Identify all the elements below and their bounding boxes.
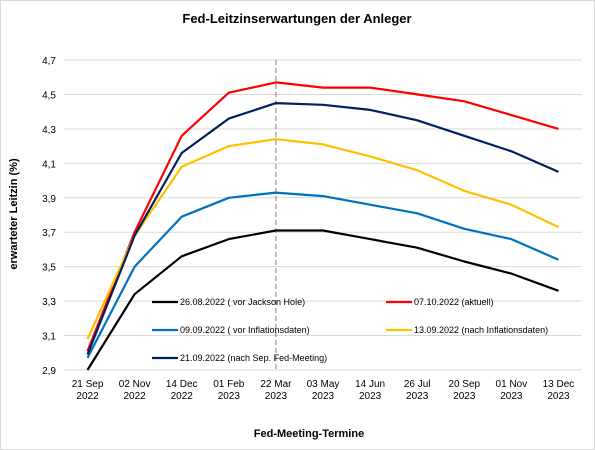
- legend-label: 13.09.2022 (nach Inflationsdaten): [414, 325, 548, 335]
- y-axis-title: erwarteter Leitzin (%): [8, 158, 20, 270]
- x-tick-label: 01 Nov 2023: [496, 379, 528, 402]
- legend: 26.08.2022 ( vor Jackson Hole) 07.10.2022…: [152, 297, 548, 363]
- y-tick-label: 4,1: [42, 159, 56, 170]
- x-tick-labels: 21 Sep 2022 02 Nov 2022 14 Dec 2022 01 Feb 2023…: [72, 379, 575, 402]
- y-tick-label: 3,9: [42, 194, 56, 205]
- y-tick-label: 3,1: [42, 332, 56, 343]
- y-tick-label: 2,9: [42, 366, 56, 377]
- x-tick-label: 26 Jul 2023: [404, 379, 431, 402]
- legend-label: 07.10.2022 (aktuell): [414, 297, 494, 307]
- legend-label: 21.09.2022 (nach Sep. Fed-Meeting): [180, 353, 327, 363]
- legend-item: 21.09.2022 (nach Sep. Fed-Meeting): [152, 353, 327, 363]
- legend-item: 13.09.2022 (nach Inflationsdaten): [386, 325, 548, 335]
- series-line: [86, 138, 559, 340]
- x-tick-label: 20 Sep 2023: [448, 379, 480, 402]
- gridlines: [64, 59, 582, 371]
- series-line: [86, 81, 559, 352]
- x-tick-label: 14 Dec 2022: [166, 379, 198, 402]
- y-tick-label: 3,5: [42, 263, 56, 274]
- y-tick-labels: 2,9 3,1 3,3 3,5 3,7 3,9 4,1 4,3 4,5 4,7: [42, 56, 56, 377]
- legend-label: 26.08.2022 ( vor Jackson Hole): [180, 297, 305, 307]
- x-tick-label: 02 Nov 2022: [119, 379, 151, 402]
- legend-item: 07.10.2022 (aktuell): [386, 297, 494, 307]
- x-tick-label: 22 Mar 2023: [260, 379, 292, 402]
- legend-item: 09.09.2022 ( vor Inflationsdaten): [152, 325, 310, 335]
- x-axis-title: Fed-Meeting-Termine: [254, 428, 364, 440]
- series-line: [86, 229, 559, 371]
- x-tick-label: 01 Feb 2023: [213, 379, 245, 402]
- series-line: [86, 101, 559, 355]
- series-lines: [86, 81, 559, 371]
- x-tick-label: 13 Dec 2023: [543, 379, 575, 402]
- legend-label: 09.09.2022 ( vor Inflationsdaten): [180, 325, 310, 335]
- x-tick-label: 03 May 2023: [307, 379, 340, 402]
- legend-item: 26.08.2022 ( vor Jackson Hole): [152, 297, 305, 307]
- y-tick-label: 4,7: [42, 56, 56, 67]
- y-tick-label: 3,7: [42, 228, 56, 239]
- x-tick-label: 21 Sep 2022: [72, 379, 104, 402]
- y-tick-label: 3,3: [42, 297, 56, 308]
- x-tick-label: 14 Jun 2023: [355, 379, 385, 402]
- y-tick-label: 4,3: [42, 125, 56, 136]
- series-line: [86, 191, 559, 359]
- chart-title: Fed-Leitzinserwartungen der Anleger: [182, 11, 411, 26]
- y-tick-label: 4,5: [42, 90, 56, 101]
